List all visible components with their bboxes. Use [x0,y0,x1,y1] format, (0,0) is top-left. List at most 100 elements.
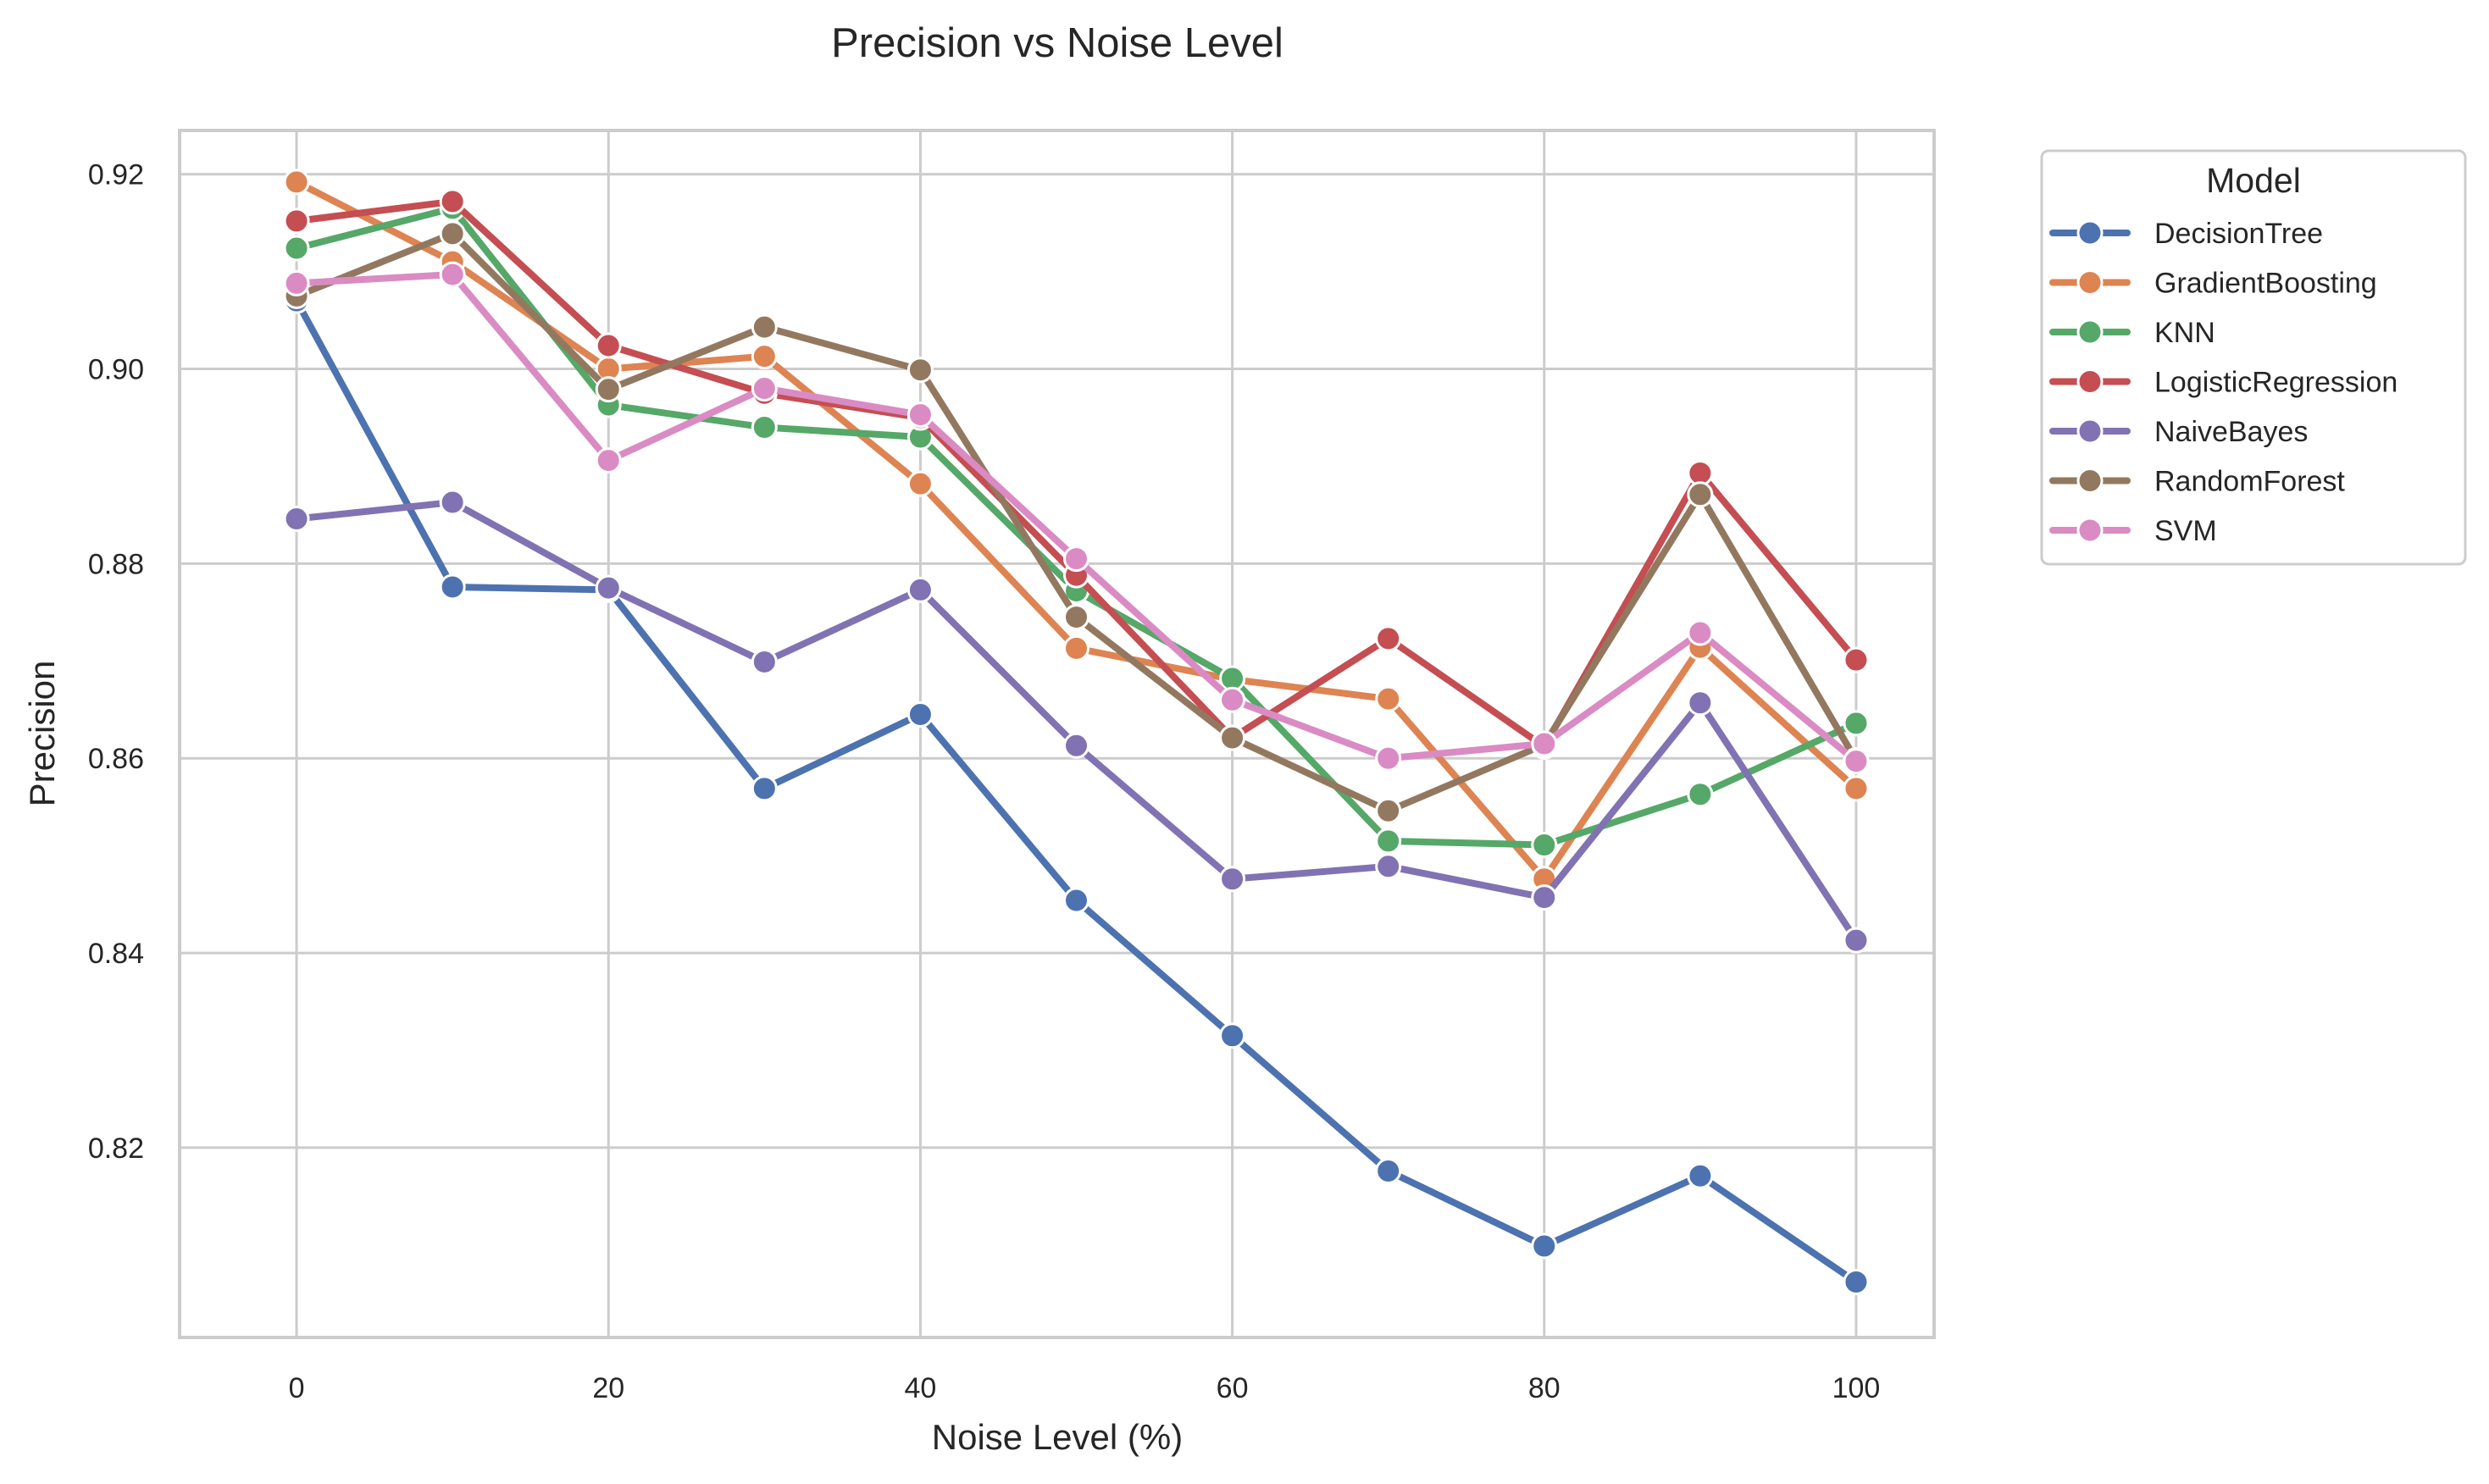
data-point [906,470,934,497]
data-point [1375,625,1402,652]
data-point [439,220,466,247]
legend-item-svm: SVM [2049,515,2217,547]
plot-area-frame [178,129,1936,1339]
data-point [751,414,778,441]
legend-label: KNN [2154,317,2215,349]
data-point [595,376,622,403]
data-point [439,261,466,288]
legend-marker [2076,318,2104,346]
x-tick-label: 20 [592,1372,624,1404]
data-point [1843,646,1870,673]
legend-item-naive-bayes: NaiveBayes [2049,416,2308,448]
data-point [751,775,778,802]
y-tick-label: 0.90 [88,354,144,386]
data-point [595,447,622,474]
series-naive-bayes [283,489,1870,954]
series-lines [283,169,1870,1295]
data-point [1063,634,1090,662]
data-point [906,401,934,429]
data-point [1843,1268,1870,1295]
data-point [439,573,466,601]
legend-frame [2040,149,2467,566]
data-point [283,208,310,235]
data-point [439,188,466,215]
data-point [751,313,778,341]
legend-marker [2076,418,2104,445]
data-point [1531,730,1558,757]
x-tick-label: 100 [1832,1372,1881,1404]
data-point [283,235,310,262]
legend-item-random-forest: RandomForest [2049,466,2345,498]
data-point [1687,619,1714,646]
legend-marker [2076,219,2104,246]
y-tick-label: 0.84 [88,938,144,970]
data-point [1531,884,1558,911]
y-tick-label: 0.88 [88,548,144,580]
data-point [1219,686,1246,713]
legend-item-gradient-boosting: GradientBoosting [2049,268,2377,300]
data-point [1531,832,1558,859]
y-tick-label: 0.82 [88,1132,144,1165]
data-point [1843,710,1870,737]
data-point [1375,685,1402,712]
x-axis-title: Noise Level (%) [932,1417,1183,1457]
y-tick-label: 0.86 [88,743,144,775]
legend: Model DecisionTree GradientBoosting KNN Log… [2040,149,2467,566]
data-point [1063,887,1090,914]
data-point [1531,1232,1558,1260]
data-point [906,576,934,603]
data-point [1843,927,1870,954]
data-point [1687,689,1714,717]
data-point [1375,828,1402,855]
data-point [1375,797,1402,824]
legend-item-logistic-regression: LogisticRegression [2049,367,2398,399]
legend-marker [2076,517,2104,544]
legend-marker [2076,468,2104,494]
legend-title: Model [2206,161,2301,200]
x-tick-label: 0 [289,1372,305,1404]
x-tick-label: 60 [1217,1372,1249,1404]
data-point [1063,732,1090,759]
legend-label: LogisticRegression [2154,367,2398,399]
data-point [1219,1022,1246,1049]
data-point [283,169,310,196]
data-point [1687,481,1714,508]
data-point [751,343,778,370]
y-axis-ticks: 0.82 0.84 0.86 0.88 0.90 0.92 [88,159,144,1165]
legend-label: NaiveBayes [2154,416,2308,448]
legend-label: GradientBoosting [2154,268,2377,300]
legend-marker [2076,269,2104,296]
data-point [595,332,622,359]
x-tick-label: 40 [905,1372,937,1404]
data-point [1219,866,1246,893]
data-point [283,269,310,296]
legend-item-decision-tree: DecisionTree [2049,218,2323,250]
legend-marker [2076,368,2104,395]
data-point [1687,781,1714,808]
legend-items: DecisionTree GradientBoosting KNN LogisticR… [2049,218,2398,547]
data-point [595,574,622,601]
gridlines [180,130,1934,1337]
data-point [751,648,778,675]
data-point [1219,724,1246,751]
data-point [1375,853,1402,880]
data-point [283,506,310,533]
data-point [906,357,934,384]
legend-label: DecisionTree [2154,218,2323,250]
data-point [906,701,934,728]
data-point [1375,1157,1402,1184]
data-point [1843,775,1870,802]
data-point [1063,545,1090,573]
data-point [1843,748,1870,775]
data-point [751,375,778,402]
x-axis-ticks: 0 20 40 60 80 100 [289,1372,1881,1404]
chart-title: Precision vs Noise Level [831,20,1283,66]
data-point [1063,604,1090,631]
legend-label: SVM [2154,515,2217,547]
y-tick-label: 0.92 [88,159,144,191]
data-point [1375,745,1402,772]
x-tick-label: 80 [1528,1372,1560,1404]
data-point [1687,1162,1714,1189]
legend-item-knn: KNN [2049,317,2215,349]
